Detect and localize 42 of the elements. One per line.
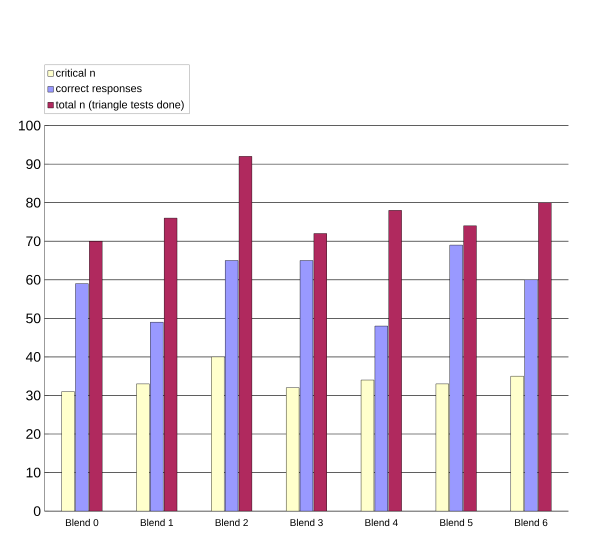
bar <box>61 392 75 512</box>
x-tick-label: Blend 6 <box>515 518 548 526</box>
y-tick-label: 90 <box>26 159 40 170</box>
bar <box>150 322 164 512</box>
bar <box>463 226 477 512</box>
legend-label: critical n <box>56 68 95 77</box>
bar <box>225 260 238 512</box>
bar <box>211 356 224 512</box>
y-tick-label: 40 <box>26 352 40 362</box>
bar <box>538 202 552 512</box>
bar <box>388 210 402 512</box>
x-tick-label: Blend 0 <box>66 518 98 526</box>
legend-label: total n (triangle tests done) <box>56 100 184 111</box>
bar <box>300 260 314 512</box>
bar <box>360 380 374 512</box>
bar <box>164 218 178 512</box>
bar <box>450 244 463 512</box>
bar <box>510 376 524 512</box>
y-tick-label: 50 <box>26 314 40 324</box>
bar <box>136 384 150 512</box>
bar <box>75 284 89 512</box>
x-tick-label: Blend 3 <box>290 518 323 526</box>
bar <box>436 384 449 512</box>
y-tick-label: 60 <box>26 274 40 285</box>
x-tick-label: Blend 1 <box>140 518 174 526</box>
bar <box>524 280 538 512</box>
bar <box>286 388 300 512</box>
x-tick-label: Blend 4 <box>365 518 398 526</box>
bar <box>374 326 388 512</box>
legend-label: correct responses <box>56 85 142 94</box>
x-tick-label: Blend 5 <box>440 518 473 526</box>
bar <box>238 156 252 512</box>
x-tick-label: Blend 2 <box>216 518 248 526</box>
y-tick-label: 80 <box>26 198 40 208</box>
bar <box>314 233 327 512</box>
y-tick-label: 100 <box>18 120 40 131</box>
y-tick-label: 0 <box>34 506 40 516</box>
bar <box>89 241 102 512</box>
y-tick-label: 30 <box>26 390 40 400</box>
y-tick-label: 70 <box>26 236 40 246</box>
y-tick-label: 20 <box>26 429 40 440</box>
y-tick-label: 10 <box>26 468 40 478</box>
